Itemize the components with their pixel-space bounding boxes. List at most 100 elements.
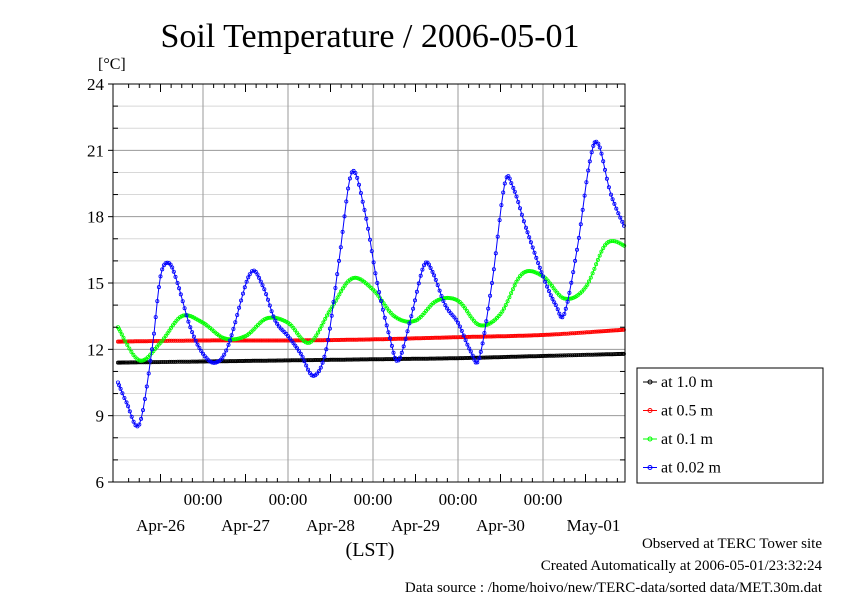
series-point (173, 338, 178, 343)
series-point (411, 319, 416, 324)
series-line (117, 141, 625, 428)
series-point (258, 279, 263, 284)
series-point (619, 351, 624, 356)
series-point (236, 336, 241, 341)
series-point (246, 338, 251, 343)
series-point (550, 332, 555, 337)
series-point (523, 269, 528, 274)
series-point (587, 159, 592, 164)
series-point (171, 269, 176, 274)
series-point (470, 353, 475, 358)
series-point (401, 344, 406, 349)
series-point (308, 358, 313, 363)
series-point (342, 214, 347, 219)
series-point (590, 352, 595, 357)
series-point (161, 336, 166, 341)
series-point (331, 301, 336, 306)
series-point (539, 270, 544, 275)
series-point (491, 267, 496, 272)
series-point (278, 317, 283, 322)
series-point (496, 334, 501, 339)
series-point (125, 342, 130, 347)
series-point (240, 291, 245, 296)
series-point (500, 309, 505, 314)
series-point (507, 176, 512, 181)
series-point (569, 280, 574, 285)
series-point (193, 359, 198, 364)
series-point (578, 352, 583, 357)
series-point (545, 284, 550, 289)
series-point (435, 283, 440, 288)
series-point (311, 373, 316, 378)
series-point (528, 240, 533, 245)
series-point (586, 352, 591, 357)
series-point (536, 260, 541, 265)
series-point (316, 330, 321, 335)
series-point (574, 353, 579, 358)
series-point (550, 296, 555, 301)
series-point (590, 329, 595, 334)
series-point (473, 360, 478, 365)
y-axis-label: [°C] (98, 56, 126, 73)
footer-site: Observed at TERC Tower site (641, 536, 822, 552)
series-point (394, 358, 399, 363)
series-point (324, 313, 329, 318)
legend-label: at 0.02 m (661, 460, 722, 477)
series-point (429, 335, 434, 340)
x-tick-time-label: 00:00 (354, 490, 393, 509)
series-point (223, 336, 228, 341)
series-point (594, 139, 599, 144)
series-point (271, 358, 276, 363)
series-point (165, 338, 170, 343)
series-point (177, 338, 182, 343)
series-point (567, 290, 572, 295)
series-point (197, 345, 202, 350)
series-point (516, 199, 521, 204)
y-tick-label: 12 (87, 340, 104, 359)
series-point (574, 330, 579, 335)
series-point (454, 356, 459, 361)
series-point (484, 319, 489, 324)
series-point (622, 223, 627, 228)
series-point (436, 335, 441, 340)
series-point (461, 333, 466, 338)
series-point (333, 357, 338, 362)
series-point (264, 316, 269, 321)
series-point (416, 336, 421, 341)
series-point (241, 338, 246, 343)
series-point (527, 235, 532, 240)
series-point (247, 272, 252, 277)
series-point (560, 315, 565, 320)
series-point (428, 265, 433, 270)
legend-label: at 0.1 m (661, 431, 714, 448)
series-point (248, 358, 253, 363)
series-point (244, 279, 249, 284)
legend-label: at 1.0 m (661, 374, 714, 391)
series-point (137, 339, 142, 344)
series-point (235, 312, 240, 317)
series-point (459, 356, 464, 361)
legend-swatch-marker (647, 379, 653, 385)
series-point (119, 332, 124, 337)
series-point (157, 360, 162, 365)
series-point (411, 306, 416, 311)
series-point (448, 335, 453, 340)
y-tick-label: 21 (87, 141, 104, 160)
series-point (571, 270, 576, 275)
series-point (403, 337, 408, 342)
series-point (437, 288, 442, 293)
series-point (222, 336, 227, 341)
series-point (211, 360, 216, 365)
series-point (377, 290, 382, 295)
series-point (186, 319, 191, 324)
series-point (139, 416, 144, 421)
series-point (616, 351, 621, 356)
series-point (416, 281, 421, 286)
series-point (275, 321, 280, 326)
series-point (595, 257, 600, 262)
series-point (596, 141, 601, 146)
series-point (622, 243, 627, 248)
series-point (269, 309, 274, 314)
series-point (514, 279, 519, 284)
